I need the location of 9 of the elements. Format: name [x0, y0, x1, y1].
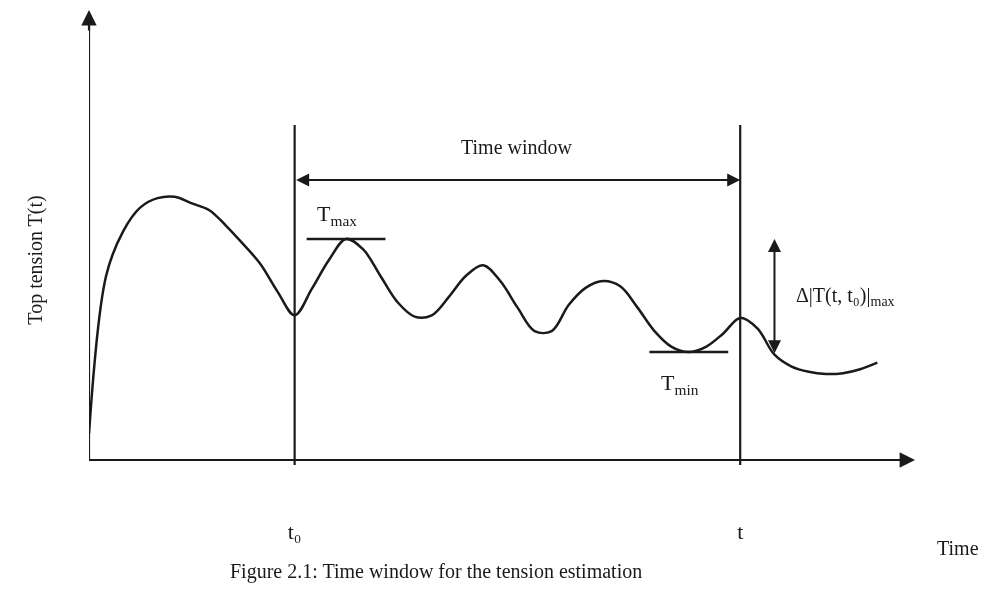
annotation: T$_{min}$ — [661, 370, 699, 398]
x-tick-label: t — [737, 519, 744, 544]
annotation: T$_{max}$ — [317, 201, 358, 229]
x-axis-title: Time — [937, 537, 979, 559]
caption: Figure 2.1: Time window for the tension estimation — [230, 560, 643, 583]
annotation: Δ|T(t, t₀)|$_{max}$ — [796, 284, 895, 310]
text: Time window — [461, 136, 573, 158]
y-axis-title: Top tension T(t) — [23, 195, 47, 325]
x-tick-label: t₀ — [287, 519, 302, 544]
